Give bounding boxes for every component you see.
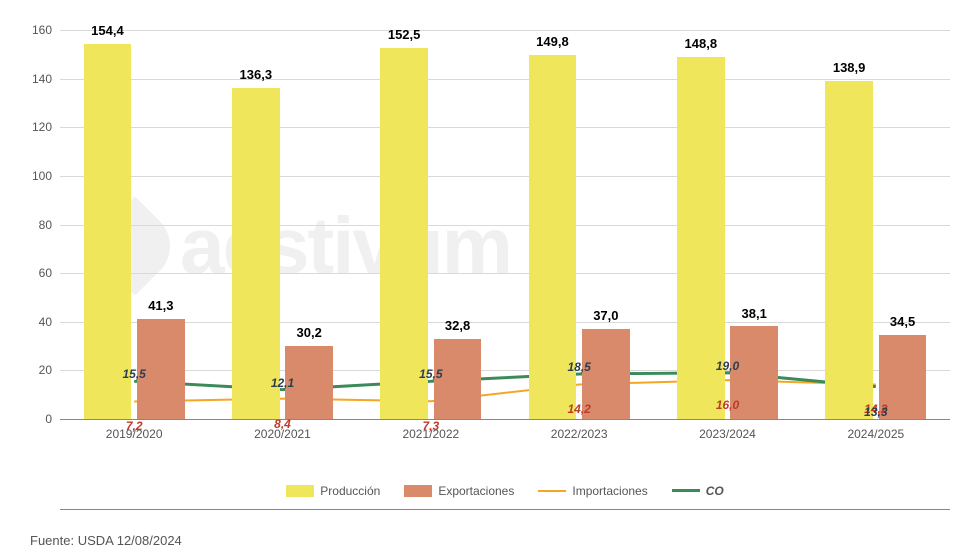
y-axis-label: 140	[32, 72, 52, 86]
y-axis-label: 160	[32, 23, 52, 37]
y-axis-label: 60	[39, 266, 52, 280]
bar-value-label: 148,8	[685, 36, 718, 51]
legend-item: CO	[672, 484, 724, 498]
chart-container: aestivum 0204060801001201401602019/20202…	[0, 0, 980, 560]
y-axis-label: 120	[32, 120, 52, 134]
legend-label: CO	[706, 484, 724, 498]
line-value-label: 12,1	[271, 376, 294, 390]
line-value-label: 14,2	[567, 402, 590, 416]
grid-line	[60, 127, 950, 128]
bar-produccion	[825, 81, 872, 419]
grid-line	[60, 79, 950, 80]
line-value-label: 8,4	[274, 417, 291, 431]
legend-label: Exportaciones	[438, 484, 514, 498]
bar-value-label: 32,8	[445, 318, 470, 333]
y-axis-label: 80	[39, 218, 52, 232]
bar-value-label: 30,2	[297, 325, 322, 340]
grid-line	[60, 176, 950, 177]
legend-swatch	[286, 485, 314, 497]
x-axis-label: 2024/2025	[847, 427, 904, 441]
bar-produccion	[380, 48, 427, 419]
y-axis-label: 0	[45, 412, 52, 426]
bar-produccion	[84, 44, 131, 419]
chart-area: 0204060801001201401602019/20202020/20212…	[60, 30, 950, 450]
bar-value-label: 154,4	[91, 23, 124, 38]
y-axis-label: 100	[32, 169, 52, 183]
grid-line	[60, 322, 950, 323]
line-value-label: 16,0	[716, 398, 739, 412]
legend: Producción Exportaciones Importaciones CO	[60, 480, 950, 510]
line-value-label: 7,2	[126, 419, 143, 433]
y-axis-label: 40	[39, 315, 52, 329]
legend-label: Importaciones	[572, 484, 647, 498]
line-value-label: 7,3	[422, 419, 439, 433]
x-axis-label: 2022/2023	[551, 427, 608, 441]
legend-swatch	[538, 490, 566, 492]
legend-item: Producción	[286, 484, 380, 498]
legend-label: Producción	[320, 484, 380, 498]
bar-value-label: 138,9	[833, 60, 866, 75]
grid-line	[60, 273, 950, 274]
x-axis-label: 2023/2024	[699, 427, 756, 441]
grid-line	[60, 370, 950, 371]
bar-value-label: 38,1	[742, 306, 767, 321]
legend-item: Exportaciones	[404, 484, 514, 498]
line-value-label: 13,3	[864, 405, 887, 419]
line-value-label: 15,5	[419, 367, 442, 381]
bar-value-label: 34,5	[890, 314, 915, 329]
legend-swatch	[672, 489, 700, 492]
grid-line	[60, 30, 950, 31]
bar-produccion	[232, 88, 279, 419]
bar-value-label: 136,3	[240, 67, 273, 82]
bar-value-label: 37,0	[593, 308, 618, 323]
plot-area: 0204060801001201401602019/20202020/20212…	[60, 30, 950, 420]
bar-value-label: 41,3	[148, 298, 173, 313]
line-value-label: 19,0	[716, 359, 739, 373]
bar-value-label: 149,8	[536, 34, 569, 49]
bar-value-label: 152,5	[388, 27, 421, 42]
legend-item: Importaciones	[538, 484, 647, 498]
legend-swatch	[404, 485, 432, 497]
source-text: Fuente: USDA 12/08/2024	[30, 533, 182, 548]
grid-line	[60, 225, 950, 226]
line-value-label: 18,5	[567, 360, 590, 374]
line-value-label: 15,5	[122, 367, 145, 381]
y-axis-label: 20	[39, 363, 52, 377]
